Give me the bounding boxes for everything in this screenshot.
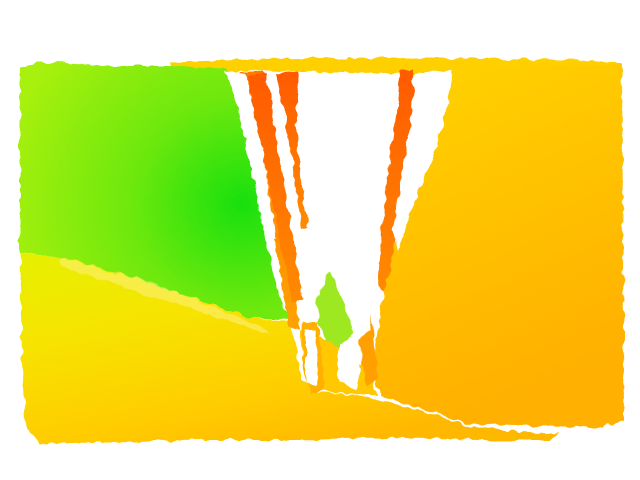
white-gap-bottom-right [338,340,360,390]
light-streak [60,258,270,334]
white-gap-bottom-left [306,330,318,384]
white-gap-left [226,70,276,240]
chair-leg-right [378,70,414,290]
white-gap-center [296,74,398,340]
upper-left-green-region [20,62,290,320]
lower-left-yellow-region [20,252,560,444]
right-region [372,64,624,428]
chair-leg-left [248,74,302,300]
white-gap-upper [392,70,452,250]
